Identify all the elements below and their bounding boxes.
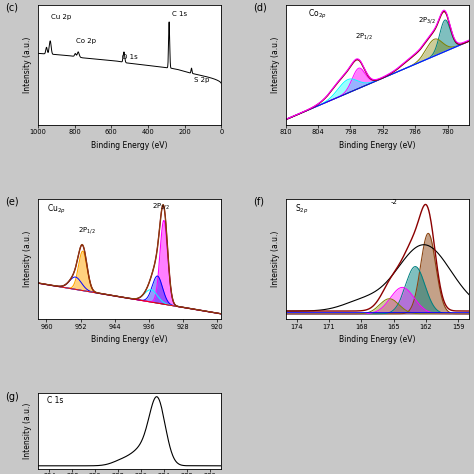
Text: (e): (e) <box>5 197 18 207</box>
Text: (f): (f) <box>253 197 264 207</box>
Text: -2: -2 <box>390 199 397 205</box>
Text: S 2p: S 2p <box>194 77 210 83</box>
Text: C 1s: C 1s <box>47 395 64 404</box>
Text: C 1s: C 1s <box>172 10 187 17</box>
Text: 2P$_{1/2}$: 2P$_{1/2}$ <box>356 32 374 42</box>
X-axis label: Binding Energy (eV): Binding Energy (eV) <box>339 141 416 150</box>
Text: (g): (g) <box>5 392 18 402</box>
Text: (d): (d) <box>253 2 266 12</box>
Y-axis label: Intensity (a.u.): Intensity (a.u.) <box>271 36 280 93</box>
Text: Cu$_{2p}$: Cu$_{2p}$ <box>47 202 66 216</box>
Text: 2P$_{3/2}$: 2P$_{3/2}$ <box>152 202 170 212</box>
X-axis label: Binding Energy (eV): Binding Energy (eV) <box>339 335 416 344</box>
Y-axis label: Intensity (a.u.): Intensity (a.u.) <box>271 231 280 287</box>
Y-axis label: Intensity (a.u.): Intensity (a.u.) <box>23 36 32 93</box>
Y-axis label: Intensity (a.u.): Intensity (a.u.) <box>23 403 32 459</box>
X-axis label: Binding Energy (eV): Binding Energy (eV) <box>91 335 168 344</box>
Text: Co$_{2p}$: Co$_{2p}$ <box>308 9 327 21</box>
Text: 2P$_{1/2}$: 2P$_{1/2}$ <box>78 226 96 237</box>
Text: O 1s: O 1s <box>122 54 138 60</box>
Text: (c): (c) <box>5 2 18 12</box>
Text: Co 2p: Co 2p <box>76 38 97 44</box>
Y-axis label: Intensity (a.u.): Intensity (a.u.) <box>23 231 32 287</box>
X-axis label: Binding Energy (eV): Binding Energy (eV) <box>91 141 168 150</box>
Text: S$_{2p}$: S$_{2p}$ <box>295 202 309 216</box>
Text: 2P$_{3/2}$: 2P$_{3/2}$ <box>418 16 436 27</box>
Text: Cu 2p: Cu 2p <box>51 14 71 20</box>
